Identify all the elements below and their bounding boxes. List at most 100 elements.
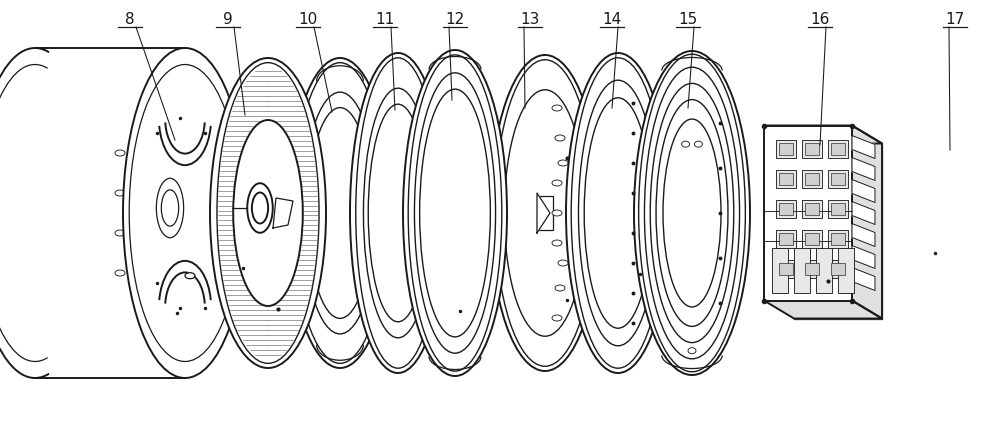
Text: 14: 14 (602, 12, 622, 27)
Ellipse shape (552, 210, 562, 216)
Ellipse shape (682, 141, 690, 147)
Ellipse shape (156, 178, 184, 238)
Bar (779, 172, 793, 185)
Ellipse shape (578, 80, 658, 346)
Ellipse shape (414, 73, 496, 353)
Bar (802, 259, 822, 277)
Ellipse shape (161, 190, 179, 226)
Bar (816, 247, 832, 293)
Bar (794, 247, 810, 293)
Bar (805, 172, 819, 185)
Polygon shape (852, 202, 875, 224)
Ellipse shape (584, 98, 652, 328)
Ellipse shape (639, 54, 745, 372)
Bar (776, 139, 796, 158)
Bar (805, 233, 819, 245)
Ellipse shape (558, 160, 568, 166)
Ellipse shape (688, 348, 696, 354)
Ellipse shape (403, 50, 507, 376)
Bar (772, 247, 788, 293)
Polygon shape (852, 246, 875, 268)
Bar (776, 199, 796, 217)
Ellipse shape (552, 105, 562, 111)
Ellipse shape (644, 67, 740, 359)
Ellipse shape (288, 58, 392, 368)
Ellipse shape (233, 120, 303, 306)
Ellipse shape (368, 104, 428, 322)
Ellipse shape (115, 190, 125, 196)
Ellipse shape (495, 60, 595, 366)
Bar (805, 202, 819, 215)
Polygon shape (794, 143, 882, 319)
Polygon shape (852, 224, 875, 246)
Bar (831, 172, 845, 185)
Ellipse shape (420, 89, 490, 337)
Polygon shape (852, 267, 875, 290)
Bar (802, 199, 822, 217)
Bar (805, 263, 819, 275)
Bar (779, 142, 793, 155)
Bar (838, 247, 854, 293)
Polygon shape (764, 301, 882, 319)
Bar (764, 125, 852, 301)
Bar (828, 229, 848, 247)
Ellipse shape (634, 51, 750, 375)
Ellipse shape (115, 150, 125, 156)
Bar (828, 259, 848, 277)
Polygon shape (764, 125, 882, 143)
Bar (802, 139, 822, 158)
Ellipse shape (558, 260, 568, 266)
Ellipse shape (555, 285, 565, 291)
Polygon shape (852, 135, 875, 159)
Ellipse shape (356, 58, 440, 368)
Text: 10: 10 (298, 12, 318, 27)
Bar (828, 199, 848, 217)
Text: 9: 9 (223, 12, 233, 27)
Bar (805, 142, 819, 155)
Ellipse shape (115, 270, 125, 276)
Ellipse shape (504, 90, 586, 336)
Text: 17: 17 (945, 12, 965, 27)
Polygon shape (852, 180, 875, 202)
Bar (802, 169, 822, 188)
Bar (831, 233, 845, 245)
Bar (779, 263, 793, 275)
Ellipse shape (210, 58, 326, 368)
Polygon shape (537, 193, 550, 233)
Ellipse shape (123, 48, 247, 378)
Bar (776, 259, 796, 277)
Text: 13: 13 (520, 12, 540, 27)
Bar (779, 202, 793, 215)
Ellipse shape (552, 180, 562, 186)
Bar (831, 202, 845, 215)
Ellipse shape (308, 108, 372, 319)
Polygon shape (852, 125, 882, 319)
Bar (831, 263, 845, 275)
Ellipse shape (350, 53, 446, 373)
Bar (776, 229, 796, 247)
Ellipse shape (694, 141, 702, 147)
Bar (537, 196, 553, 230)
Text: 8: 8 (125, 12, 135, 27)
Ellipse shape (129, 65, 241, 362)
Bar (828, 139, 848, 158)
Bar (831, 142, 845, 155)
Ellipse shape (408, 55, 502, 371)
Ellipse shape (252, 193, 268, 224)
Bar (828, 169, 848, 188)
Ellipse shape (656, 99, 728, 327)
Bar (802, 229, 822, 247)
Ellipse shape (552, 315, 562, 321)
Ellipse shape (663, 119, 721, 307)
Ellipse shape (552, 240, 562, 246)
Ellipse shape (566, 53, 670, 373)
Text: 15: 15 (678, 12, 698, 27)
Ellipse shape (247, 183, 273, 233)
Ellipse shape (363, 88, 433, 338)
Ellipse shape (555, 135, 565, 141)
Ellipse shape (185, 273, 195, 279)
Ellipse shape (571, 58, 665, 368)
Ellipse shape (490, 55, 600, 371)
Text: 12: 12 (445, 12, 465, 27)
Ellipse shape (115, 230, 125, 236)
